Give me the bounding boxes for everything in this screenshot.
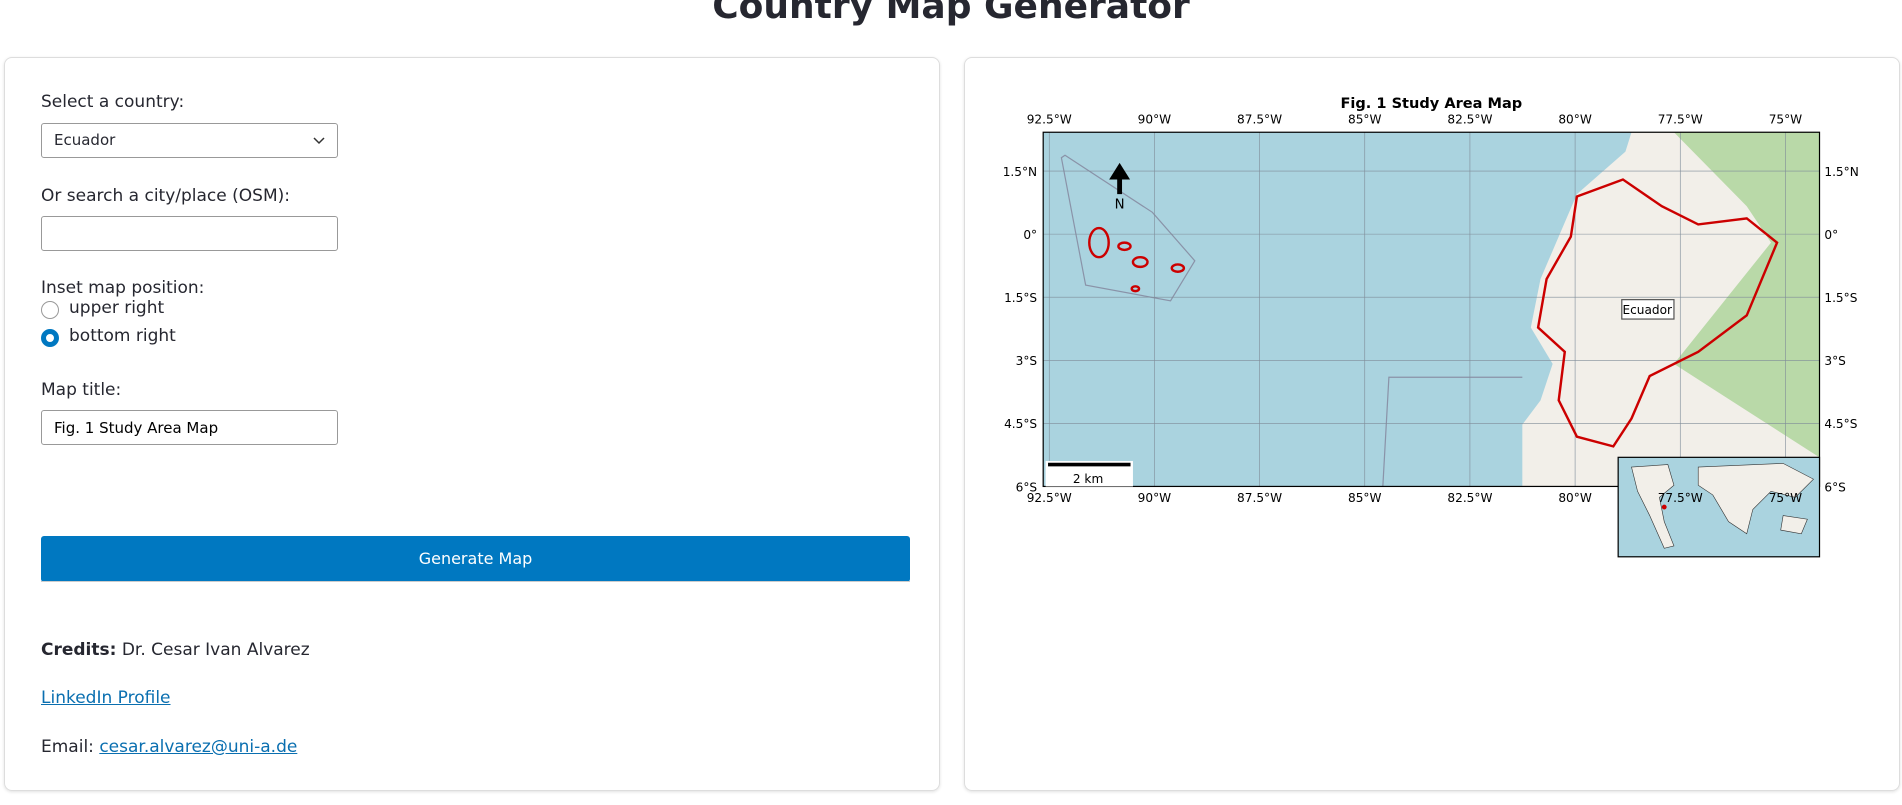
title-input[interactable] <box>41 410 338 445</box>
search-label: Or search a city/place (OSM): <box>41 186 290 206</box>
map-title: Fig. 1 Study Area Map <box>1340 95 1522 112</box>
lat-label: 6°S <box>1016 480 1038 494</box>
lon-label: 90°W <box>1138 113 1171 127</box>
eez <box>1382 376 1523 487</box>
country-label: Ecuador <box>1622 303 1672 317</box>
inset-label: Inset map position: <box>41 278 205 298</box>
lon-label: 87.5°W <box>1237 491 1282 505</box>
lon-label: 92.5°W <box>1027 491 1072 505</box>
lon-label: 85°W <box>1348 113 1381 127</box>
chevron <box>313 137 325 145</box>
map-frame <box>1042 131 1821 488</box>
generate-button[interactable]: Generate Map <box>41 536 910 582</box>
search-input[interactable] <box>41 216 338 251</box>
inset-marker <box>1661 504 1667 510</box>
linkedin-link[interactable]: LinkedIn Profile <box>41 688 171 708</box>
lon-label: 75°W <box>1769 113 1802 127</box>
email-link[interactable]: cesar.alvarez@uni-a.de <box>99 737 298 757</box>
country-select[interactable]: Ecuador <box>41 123 338 158</box>
lat-label: 4.5°S <box>1004 417 1037 431</box>
lon-label: 90°W <box>1138 491 1171 505</box>
lat-label: 0° <box>1023 228 1037 242</box>
email-label: Email: <box>41 737 94 757</box>
lat-label: 1.5°N <box>1824 165 1858 179</box>
lon-label: 85°W <box>1348 491 1381 505</box>
country-label-box <box>1621 299 1675 320</box>
inset-land <box>1631 463 1814 549</box>
radio-bottom-right[interactable] <box>41 329 59 347</box>
divider <box>41 581 910 582</box>
scale-label: 2 km <box>1073 472 1103 486</box>
north-arrow <box>1109 162 1131 195</box>
forest <box>1673 132 1820 458</box>
lon-label: 75°W <box>1769 491 1802 505</box>
credits-label: Credits: <box>41 640 117 660</box>
north-label: N <box>1115 198 1125 213</box>
lat-label: 1.5°S <box>1004 291 1037 305</box>
lat-label: 6°S <box>1824 480 1846 494</box>
lon-label: 87.5°W <box>1237 113 1282 127</box>
country-outline <box>1536 178 1779 448</box>
lon-label: 80°W <box>1558 113 1591 127</box>
lat-label: 1.5°S <box>1824 291 1857 305</box>
credits-name: Dr. Cesar Ivan Alvarez <box>121 640 310 660</box>
lon-label: 92.5°W <box>1027 113 1072 127</box>
radio-label: upper right <box>69 298 165 318</box>
lon-label: 82.5°W <box>1447 113 1492 127</box>
lat-label: 1.5°N <box>1003 165 1037 179</box>
lon-label: 77.5°W <box>1658 113 1703 127</box>
lon-label: 77.5°W <box>1658 491 1703 505</box>
lat-label: 3°S <box>1016 354 1038 368</box>
radio-label: bottom right <box>69 326 176 346</box>
page-title: Country Map Generator <box>712 0 1190 27</box>
control-panel: Select a country: Ecuador Or search a ci… <box>4 57 940 791</box>
title-label: Map title: <box>41 380 122 400</box>
lon-label: 82.5°W <box>1447 491 1492 505</box>
country-label: Select a country: <box>41 92 185 112</box>
map-panel <box>964 57 1900 791</box>
eez <box>1060 154 1196 302</box>
lat-label: 0° <box>1824 228 1838 242</box>
galapagos <box>1088 226 1186 293</box>
lat-label: 3°S <box>1824 354 1846 368</box>
country-value: Ecuador <box>54 131 116 149</box>
lat-label: 4.5°S <box>1824 417 1857 431</box>
lon-label: 80°W <box>1558 491 1591 505</box>
radio-upper-right[interactable] <box>41 301 59 319</box>
